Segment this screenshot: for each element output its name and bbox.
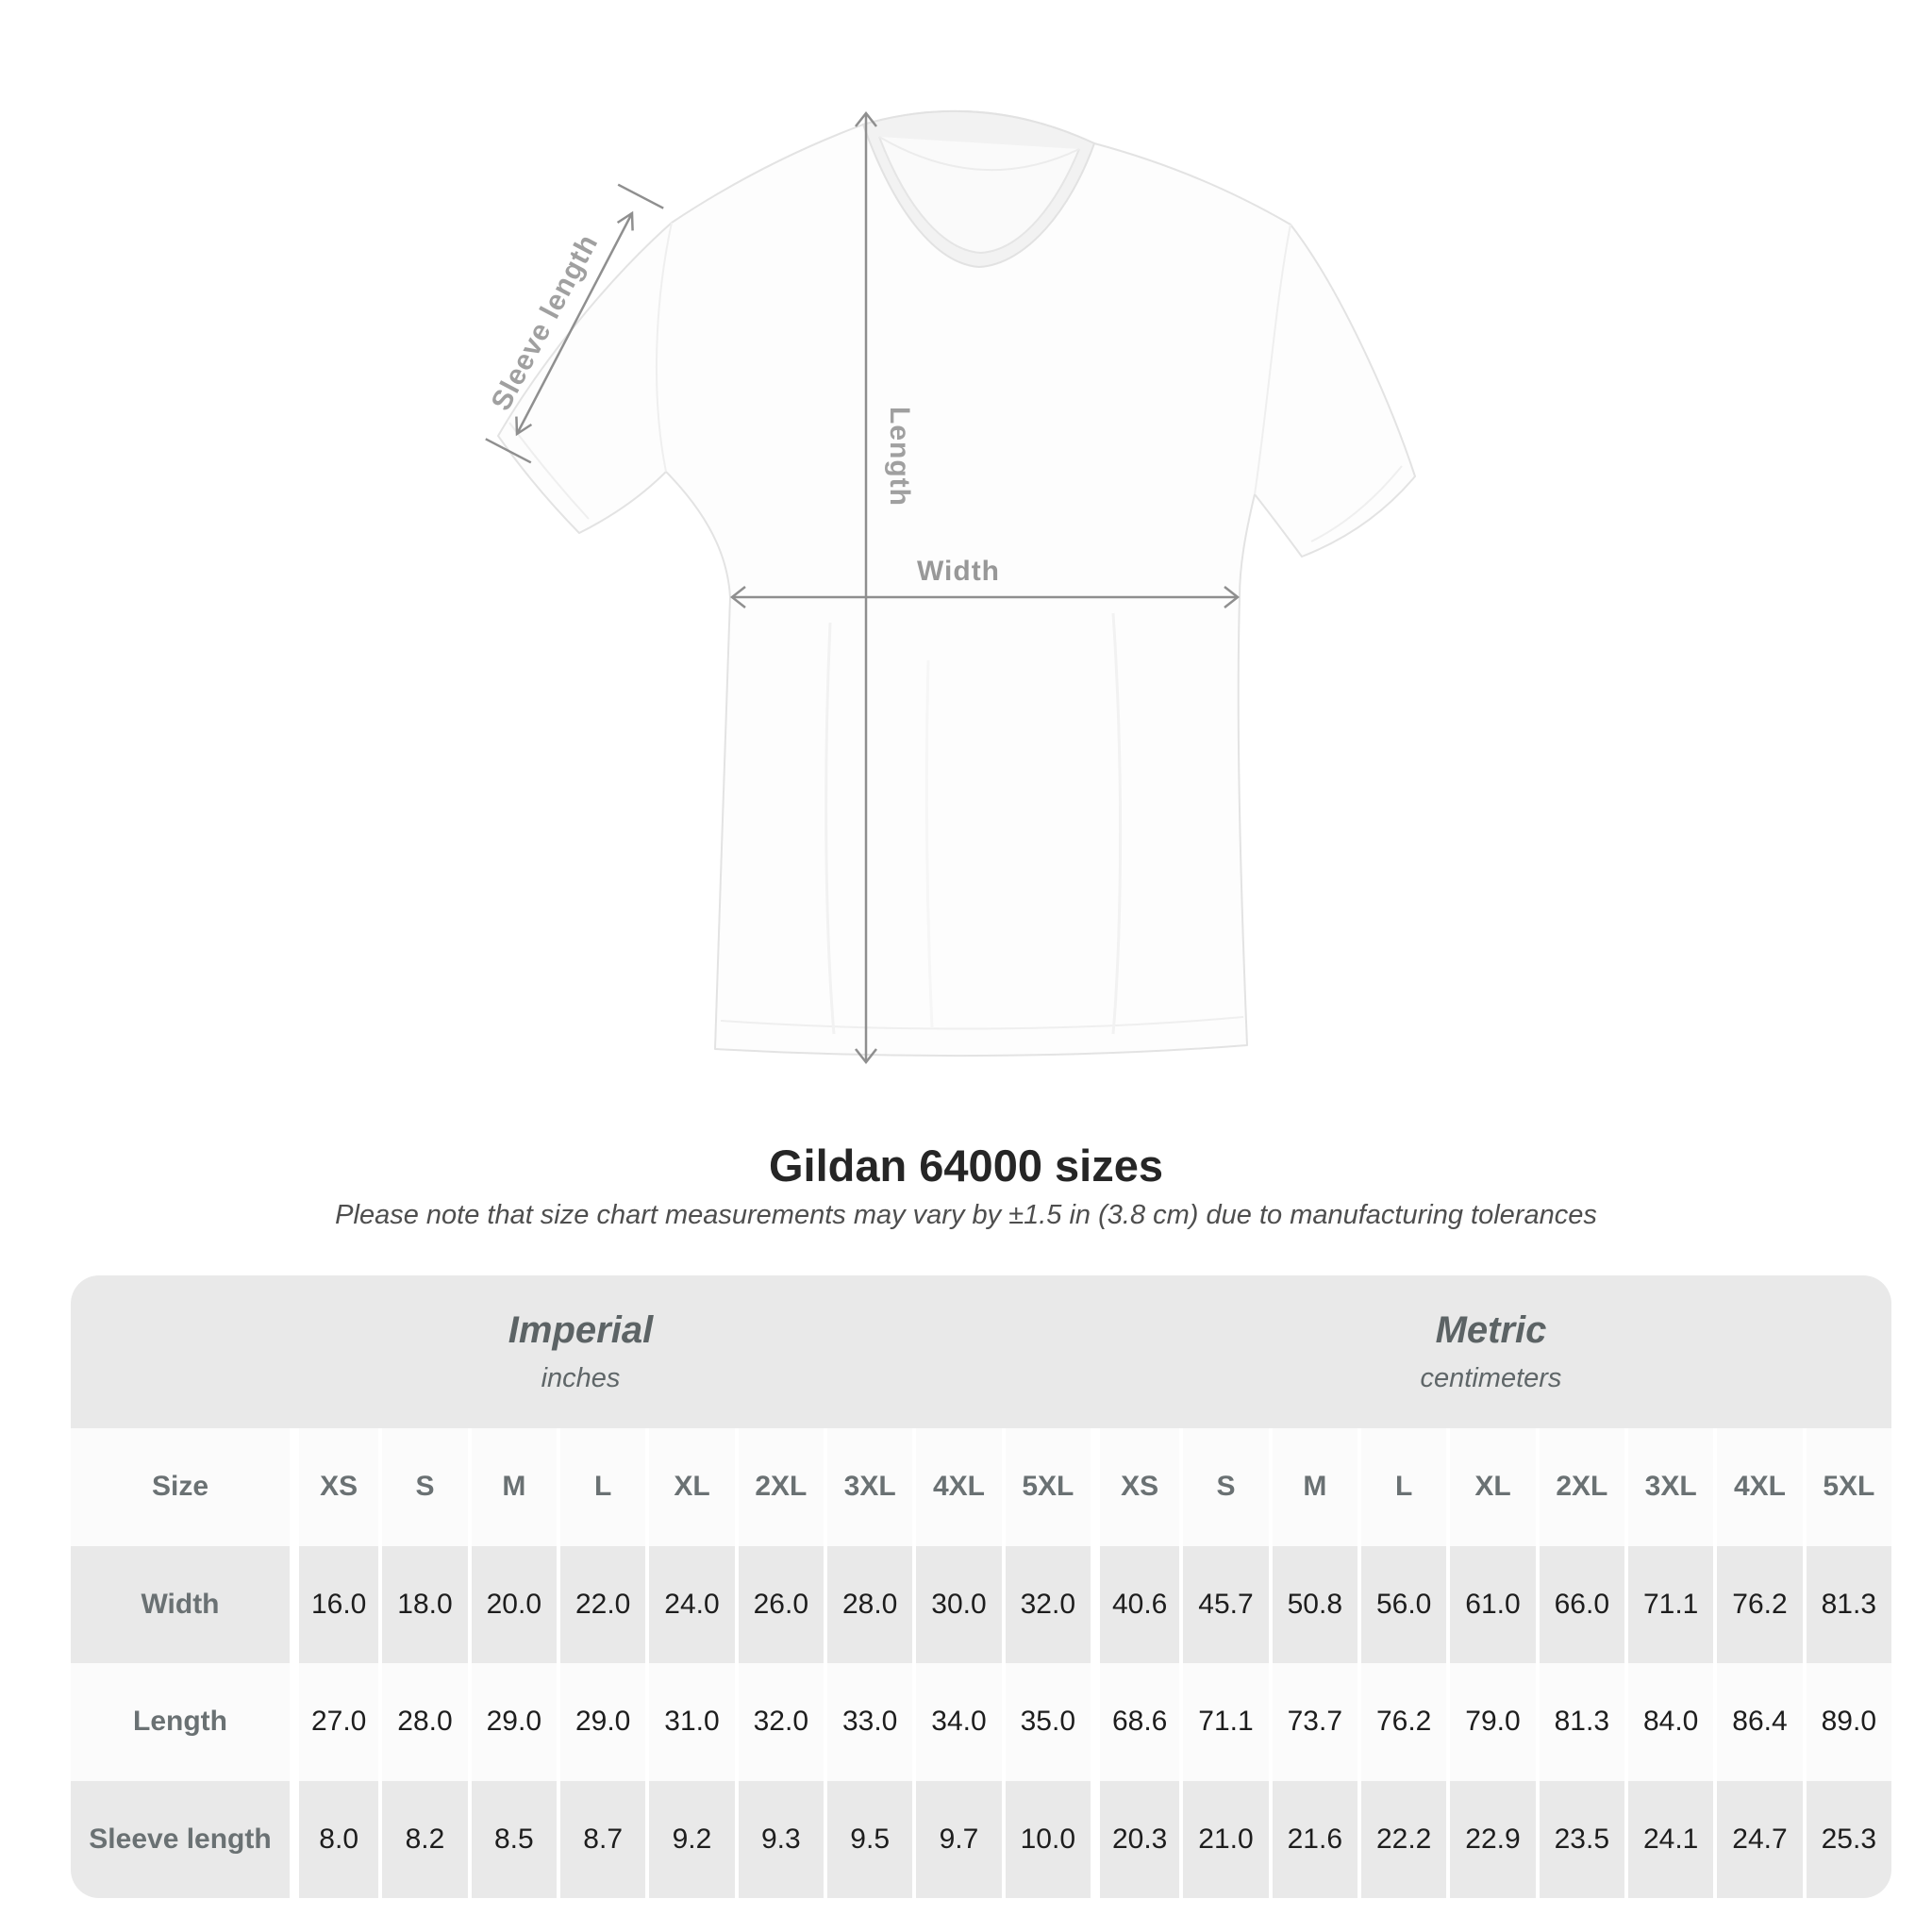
table-cell: 81.3 bbox=[1802, 1545, 1891, 1663]
table-cell: XS bbox=[1091, 1428, 1179, 1546]
sleeve-length-dimension-arrow bbox=[485, 183, 664, 464]
table-cell: 8.7 bbox=[557, 1780, 645, 1898]
table-cell: 81.3 bbox=[1535, 1663, 1624, 1781]
table-cell: 22.9 bbox=[1446, 1780, 1535, 1898]
table-cell: 32.0 bbox=[734, 1663, 824, 1781]
table-cell: 2XL bbox=[734, 1428, 824, 1546]
table-cell: 71.1 bbox=[1179, 1663, 1268, 1781]
tolerance-note: Please note that size chart measurements… bbox=[335, 1200, 1597, 1230]
table-cell: 24.0 bbox=[645, 1545, 734, 1663]
unit-header-band: Imperial inches Metric centimeters bbox=[71, 1275, 1891, 1428]
imperial-unit-header: Imperial inches bbox=[71, 1275, 1091, 1428]
row-label: Length bbox=[133, 1706, 227, 1738]
table-cell: 20.3 bbox=[1091, 1780, 1179, 1898]
table-cell: 3XL bbox=[1624, 1428, 1713, 1546]
table-cell: 84.0 bbox=[1624, 1663, 1713, 1781]
table-cell: XS bbox=[290, 1428, 378, 1546]
table-cell: 9.5 bbox=[824, 1780, 912, 1898]
row-label: Width bbox=[141, 1588, 220, 1620]
table-cell: S bbox=[1179, 1428, 1268, 1546]
table-cell: 76.2 bbox=[1357, 1663, 1446, 1781]
table-cell: 21.0 bbox=[1179, 1780, 1268, 1898]
size-table-grid: Size XS S M L XL 2XL 3XL 4XL 5XL XS S M L XL 2XL 3XL 4XL 5… bbox=[71, 1428, 1891, 1898]
table-cell: 68.6 bbox=[1091, 1663, 1179, 1781]
table-cell: 71.1 bbox=[1624, 1545, 1713, 1663]
table-cell: 23.5 bbox=[1535, 1780, 1624, 1898]
table-cell: 5XL bbox=[1802, 1428, 1891, 1546]
imperial-unit: inches bbox=[541, 1363, 621, 1393]
table-cell: 9.7 bbox=[912, 1780, 1001, 1898]
table-row: Length 27.0 28.0 29.0 29.0 31.0 32.0 33.0 34.0 35… bbox=[71, 1663, 1891, 1781]
table-cell: 21.6 bbox=[1268, 1780, 1357, 1898]
row-label: Sleeve length bbox=[89, 1823, 272, 1855]
table-cell: 27.0 bbox=[290, 1663, 378, 1781]
table-cell: M bbox=[1268, 1428, 1357, 1546]
table-row: Width 16.0 18.0 20.0 22.0 24.0 26.0 28.0 30.0 32.… bbox=[71, 1545, 1891, 1663]
table-cell: 32.0 bbox=[1001, 1545, 1091, 1663]
table-cell: M bbox=[467, 1428, 557, 1546]
table-cell: 66.0 bbox=[1535, 1545, 1624, 1663]
table-cell: 5XL bbox=[1001, 1428, 1091, 1546]
table-cell: 45.7 bbox=[1179, 1545, 1268, 1663]
size-table: Imperial inches Metric centimeters Size X… bbox=[71, 1275, 1891, 1898]
table-cell: 9.3 bbox=[734, 1780, 824, 1898]
page-title: Gildan 64000 sizes bbox=[768, 1141, 1164, 1191]
table-cell: 89.0 bbox=[1802, 1663, 1891, 1781]
table-cell: 24.7 bbox=[1713, 1780, 1802, 1898]
table-cell: 79.0 bbox=[1446, 1663, 1535, 1781]
length-dimension-label: Length bbox=[884, 407, 915, 507]
table-cell: 18.0 bbox=[378, 1545, 467, 1663]
table-cell: 73.7 bbox=[1268, 1663, 1357, 1781]
tshirt-illustration bbox=[497, 109, 1416, 1058]
table-cell: 8.2 bbox=[378, 1780, 467, 1898]
table-cell: S bbox=[378, 1428, 467, 1546]
row-label: Size bbox=[151, 1471, 209, 1503]
table-cell: 20.0 bbox=[467, 1545, 557, 1663]
table-cell: 26.0 bbox=[734, 1545, 824, 1663]
table-cell: 29.0 bbox=[467, 1663, 557, 1781]
length-dimension-arrow bbox=[855, 110, 877, 1065]
table-cell: 2XL bbox=[1535, 1428, 1624, 1546]
table-cell: 30.0 bbox=[912, 1545, 1001, 1663]
table-cell: 4XL bbox=[1713, 1428, 1802, 1546]
table-cell: 28.0 bbox=[824, 1545, 912, 1663]
table-cell: 8.5 bbox=[467, 1780, 557, 1898]
table-row: Size XS S M L XL 2XL 3XL 4XL 5XL XS S M L XL 2XL 3XL 4XL 5… bbox=[71, 1428, 1891, 1546]
table-cell: 3XL bbox=[824, 1428, 912, 1546]
metric-unit: centimeters bbox=[1420, 1363, 1562, 1393]
table-cell: 25.3 bbox=[1802, 1780, 1891, 1898]
table-cell: XL bbox=[1446, 1428, 1535, 1546]
table-cell: 61.0 bbox=[1446, 1545, 1535, 1663]
metric-unit-header: Metric centimeters bbox=[1091, 1275, 1891, 1428]
table-row: Sleeve length 8.0 8.2 8.5 8.7 9.2 9.3 9.5 9.7 10.… bbox=[71, 1780, 1891, 1898]
width-dimension-arrow bbox=[729, 586, 1241, 608]
table-cell: 31.0 bbox=[645, 1663, 734, 1781]
table-cell: 8.0 bbox=[290, 1780, 378, 1898]
table-cell: L bbox=[1357, 1428, 1446, 1546]
table-cell: 22.0 bbox=[557, 1545, 645, 1663]
table-cell: 40.6 bbox=[1091, 1545, 1179, 1663]
table-cell: 34.0 bbox=[912, 1663, 1001, 1781]
table-cell: 28.0 bbox=[378, 1663, 467, 1781]
table-cell: 4XL bbox=[912, 1428, 1001, 1546]
table-cell: 16.0 bbox=[290, 1545, 378, 1663]
table-cell: 33.0 bbox=[824, 1663, 912, 1781]
table-cell: 9.2 bbox=[645, 1780, 734, 1898]
table-cell: 10.0 bbox=[1001, 1780, 1091, 1898]
table-cell: 35.0 bbox=[1001, 1663, 1091, 1781]
table-cell: 86.4 bbox=[1713, 1663, 1802, 1781]
imperial-title: Imperial bbox=[508, 1309, 654, 1351]
table-cell: XL bbox=[645, 1428, 734, 1546]
table-cell: 76.2 bbox=[1713, 1545, 1802, 1663]
table-cell: L bbox=[557, 1428, 645, 1546]
metric-title: Metric bbox=[1435, 1309, 1547, 1351]
table-cell: 22.2 bbox=[1357, 1780, 1446, 1898]
table-cell: 24.1 bbox=[1624, 1780, 1713, 1898]
table-cell: 50.8 bbox=[1268, 1545, 1357, 1663]
table-cell: 56.0 bbox=[1357, 1545, 1446, 1663]
width-dimension-label: Width bbox=[916, 556, 1001, 587]
table-cell: 29.0 bbox=[557, 1663, 645, 1781]
